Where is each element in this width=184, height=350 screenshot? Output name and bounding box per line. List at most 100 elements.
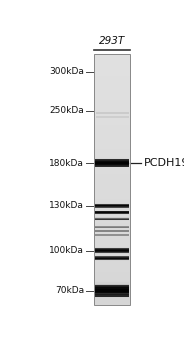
Bar bbox=[95, 206, 129, 207]
Bar bbox=[94, 184, 130, 185]
Bar bbox=[94, 277, 130, 278]
Bar bbox=[95, 257, 129, 258]
Bar bbox=[94, 271, 130, 272]
Bar bbox=[94, 263, 130, 264]
Bar bbox=[94, 292, 130, 293]
Bar bbox=[94, 282, 130, 283]
Bar bbox=[94, 54, 130, 55]
Bar bbox=[94, 87, 130, 88]
Bar bbox=[95, 212, 129, 213]
Bar bbox=[95, 256, 129, 257]
Bar bbox=[94, 174, 130, 175]
Bar bbox=[94, 295, 130, 296]
Bar bbox=[94, 206, 130, 207]
Bar bbox=[95, 163, 129, 164]
Bar bbox=[94, 132, 130, 133]
Bar bbox=[94, 252, 130, 253]
Bar bbox=[94, 283, 130, 284]
Bar bbox=[94, 239, 130, 240]
Bar bbox=[95, 298, 129, 300]
Bar bbox=[94, 234, 130, 236]
Bar bbox=[94, 285, 130, 286]
Bar bbox=[94, 233, 130, 234]
Bar bbox=[95, 218, 129, 220]
Bar bbox=[94, 156, 130, 157]
Bar bbox=[95, 294, 129, 295]
Bar bbox=[95, 234, 129, 236]
Bar bbox=[94, 246, 130, 247]
Bar bbox=[94, 164, 130, 165]
Bar bbox=[95, 289, 129, 290]
Bar bbox=[95, 258, 129, 259]
Bar bbox=[94, 115, 130, 116]
Bar bbox=[94, 140, 130, 141]
Bar bbox=[95, 164, 129, 166]
Bar bbox=[94, 138, 130, 139]
Bar bbox=[94, 75, 130, 76]
Bar bbox=[94, 303, 130, 304]
Bar bbox=[94, 301, 130, 302]
Bar bbox=[94, 196, 130, 197]
Bar bbox=[94, 137, 130, 138]
Bar bbox=[94, 202, 130, 203]
Bar bbox=[94, 69, 130, 70]
Bar bbox=[94, 211, 130, 212]
Bar bbox=[94, 230, 130, 231]
Bar bbox=[94, 95, 130, 96]
Bar bbox=[94, 181, 130, 182]
Bar bbox=[94, 229, 130, 230]
Bar bbox=[95, 247, 129, 248]
Bar bbox=[94, 66, 130, 68]
Bar bbox=[94, 190, 130, 191]
Bar bbox=[94, 99, 130, 100]
Bar bbox=[95, 204, 129, 205]
Bar bbox=[94, 201, 130, 202]
Bar bbox=[94, 105, 130, 106]
Bar bbox=[94, 170, 130, 171]
Bar bbox=[94, 210, 130, 211]
Bar bbox=[94, 102, 130, 103]
Bar bbox=[94, 100, 130, 101]
Bar bbox=[94, 82, 130, 83]
Bar bbox=[95, 252, 129, 253]
Bar bbox=[95, 286, 129, 287]
Bar bbox=[94, 269, 130, 270]
Bar bbox=[94, 118, 130, 119]
Bar bbox=[94, 280, 130, 281]
Bar bbox=[94, 189, 130, 190]
Bar bbox=[94, 297, 130, 298]
Bar bbox=[95, 282, 129, 284]
Bar bbox=[94, 62, 130, 63]
Bar bbox=[95, 255, 129, 256]
Bar bbox=[94, 142, 130, 143]
Bar bbox=[94, 216, 130, 217]
Bar bbox=[95, 214, 129, 215]
Bar bbox=[94, 111, 130, 112]
Bar bbox=[94, 177, 130, 178]
Bar bbox=[94, 244, 130, 245]
Bar bbox=[94, 168, 130, 169]
Bar bbox=[95, 207, 129, 208]
Bar bbox=[94, 274, 130, 275]
Bar bbox=[94, 192, 130, 193]
Bar bbox=[94, 114, 130, 115]
Bar bbox=[96, 117, 128, 118]
Bar bbox=[94, 270, 130, 271]
Bar bbox=[95, 297, 129, 298]
Bar bbox=[94, 78, 130, 79]
Bar bbox=[94, 125, 130, 126]
Bar bbox=[94, 135, 130, 136]
Bar bbox=[94, 171, 130, 172]
Bar bbox=[94, 191, 130, 192]
Bar bbox=[94, 224, 130, 225]
Bar bbox=[94, 264, 130, 265]
Bar bbox=[95, 205, 129, 206]
Bar bbox=[94, 72, 130, 74]
Bar bbox=[94, 57, 130, 58]
Bar bbox=[95, 284, 129, 285]
Bar bbox=[94, 265, 130, 266]
Bar bbox=[94, 223, 130, 224]
Bar bbox=[95, 257, 129, 260]
Bar bbox=[94, 147, 130, 148]
Bar bbox=[94, 104, 130, 105]
